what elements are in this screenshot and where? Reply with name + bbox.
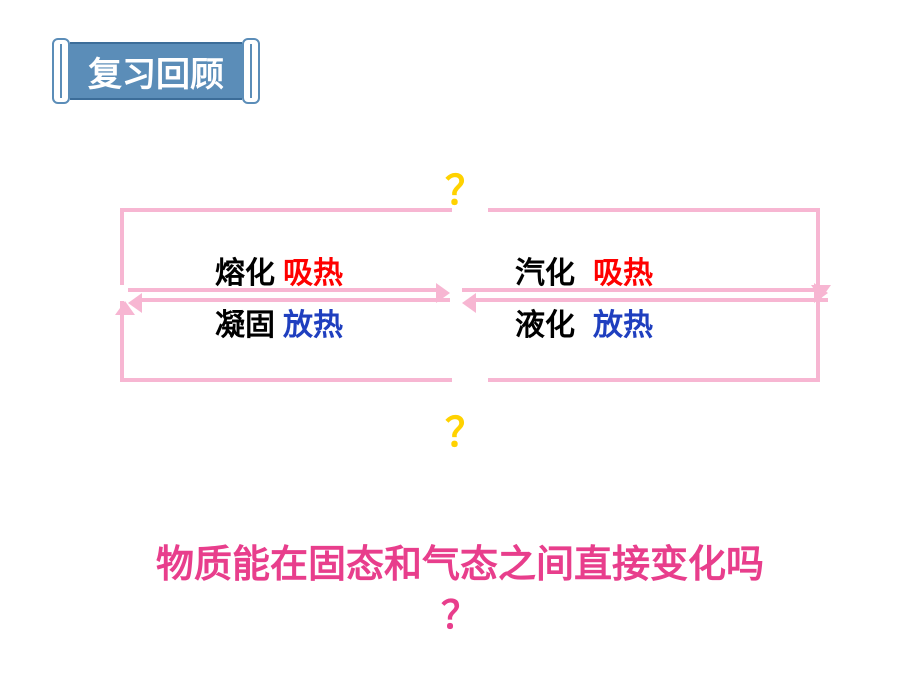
label-condensation-heat: 放热 xyxy=(593,309,653,342)
arrow-segment xyxy=(120,378,452,382)
arrow-segment xyxy=(816,301,820,378)
arrow-head xyxy=(462,293,476,313)
label-condensation: 液化放热 xyxy=(515,300,653,344)
label-melting-process: 熔化 xyxy=(215,257,275,290)
state-change-diagram xyxy=(0,0,920,450)
arrow-segment xyxy=(120,208,124,285)
arrow-segment xyxy=(488,208,820,212)
main-question-line2: ？ xyxy=(0,591,920,642)
main-question: 物质能在固态和气态之间直接变化吗 ？ xyxy=(0,540,920,643)
arrow-segment xyxy=(488,378,820,382)
arrow-segment xyxy=(120,208,452,212)
label-freezing: 凝固放热 xyxy=(215,300,343,344)
label-melting-heat: 吸热 xyxy=(283,257,343,290)
label-freezing-process: 凝固 xyxy=(215,309,275,342)
label-condensation-process: 液化 xyxy=(515,309,575,342)
label-vaporization-process: 汽化 xyxy=(515,257,575,290)
arrow-head xyxy=(128,293,142,313)
question-mark-bottom: ？ xyxy=(445,400,485,458)
label-freezing-heat: 放热 xyxy=(283,309,343,342)
main-question-line1: 物质能在固态和气态之间直接变化吗 xyxy=(0,540,920,591)
arrow-segment xyxy=(816,208,820,285)
label-vaporization-heat: 吸热 xyxy=(593,257,653,290)
question-mark-top: ？ xyxy=(445,158,485,216)
label-vaporization: 汽化吸热 xyxy=(515,248,653,292)
label-melting: 熔化吸热 xyxy=(215,248,343,292)
